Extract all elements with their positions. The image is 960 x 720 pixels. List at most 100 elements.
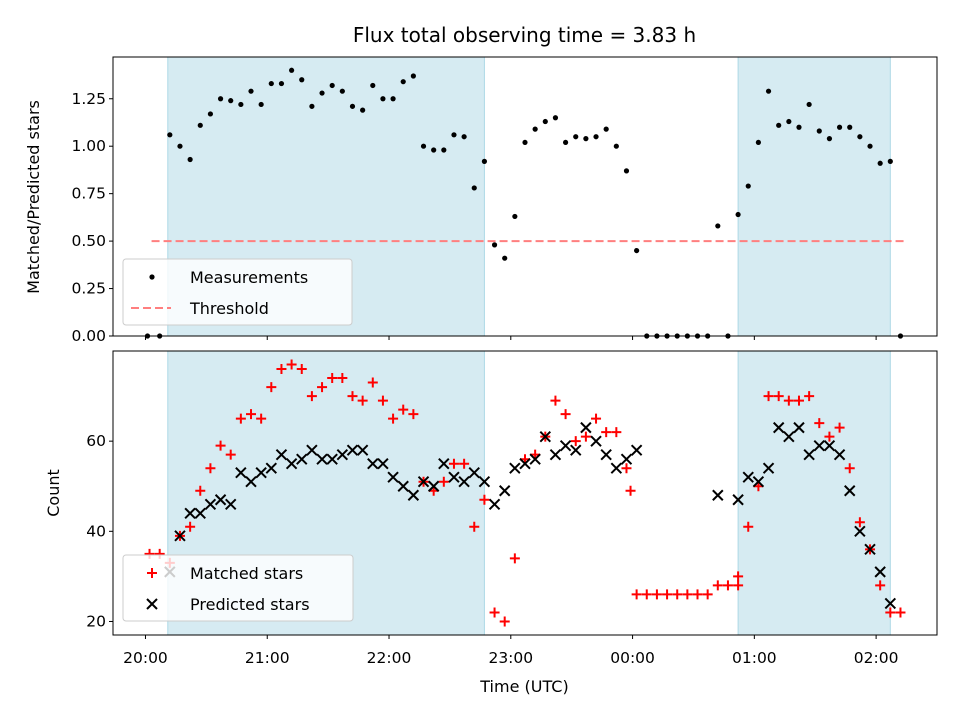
matched-star-point <box>763 391 774 402</box>
matched-star-point <box>479 494 490 505</box>
measurement-point <box>167 132 173 138</box>
y-tick-label: 60 <box>86 432 106 450</box>
predicted-star-point <box>539 430 552 443</box>
x-tick-label: 21:00 <box>245 649 290 667</box>
predicted-star-point <box>529 453 541 465</box>
matched-star-point <box>459 458 470 469</box>
matched-star-point <box>296 364 307 375</box>
predicted-star-point <box>255 467 267 479</box>
predicted-star-point <box>285 457 298 470</box>
predicted-star-point <box>214 494 227 506</box>
measurement-point <box>735 211 741 218</box>
axes-frame <box>112 350 938 636</box>
measurement-point <box>278 80 285 87</box>
predicted-star-point <box>265 462 278 474</box>
matched-star-point <box>398 404 409 415</box>
matched-star-point <box>875 580 886 591</box>
matched-star-point <box>824 431 835 442</box>
measurement-point <box>502 255 508 261</box>
measurement-point <box>319 90 325 96</box>
matched-star-point <box>560 409 571 420</box>
x-tick-label: 23:00 <box>488 649 533 667</box>
matched-star-point <box>631 589 642 600</box>
measurement-point <box>593 134 599 140</box>
matched-star-point <box>743 521 754 532</box>
matched-star-point <box>246 409 257 420</box>
predicted-star-point <box>590 435 602 447</box>
measurement-point <box>532 126 538 132</box>
bottom-axes: 20 40 60 20:00 21:00 22:00 23:00 00:00 01:00 02:0… <box>86 350 938 667</box>
predicted-star-point <box>438 457 450 470</box>
predicted-star-point <box>235 467 247 479</box>
measurement-point <box>542 118 548 125</box>
predicted-star-point <box>174 530 186 542</box>
predicted-star-point <box>793 421 805 434</box>
predicted-star-point <box>336 448 349 461</box>
matched-star-point <box>773 391 784 402</box>
legend-label: Measurements <box>190 268 308 287</box>
measurement-point <box>786 118 792 125</box>
predicted-star-point <box>367 457 379 470</box>
matched-star-point <box>388 413 399 424</box>
measurement-point <box>816 128 822 134</box>
measurement-point <box>755 139 761 146</box>
y-tick-label: 1.00 <box>71 137 106 155</box>
matched-star-point <box>327 373 338 384</box>
predicted-star-point <box>275 448 288 461</box>
predicted-star-point <box>823 439 836 452</box>
matched-star-point <box>814 418 825 429</box>
predicted-star-point <box>204 498 217 510</box>
matched-star-point <box>722 580 733 591</box>
matched-star-point <box>276 364 287 375</box>
legend-marker-matched <box>147 568 157 578</box>
measurement-point <box>238 101 244 108</box>
measurement-point <box>765 88 772 94</box>
predicted-star-point <box>803 448 815 461</box>
matched-star-point <box>185 521 196 532</box>
shaded-interval <box>737 350 891 636</box>
matched-star-point <box>580 431 591 442</box>
matched-star-point <box>712 580 723 591</box>
matched-star-point <box>702 589 713 600</box>
matched-star-point <box>317 382 328 393</box>
predicted-star-point <box>712 489 724 501</box>
measurement-point <box>228 98 234 104</box>
matched-star-point <box>256 413 267 424</box>
matched-star-point <box>195 485 206 496</box>
matched-star-point <box>672 589 683 600</box>
predicted-star-point <box>854 525 866 538</box>
matched-star-point <box>235 413 246 424</box>
measurement-point <box>826 136 833 142</box>
measurement-point <box>441 147 447 153</box>
predicted-star-point <box>468 467 480 479</box>
matched-star-point <box>357 395 368 406</box>
measurement-point <box>745 183 751 189</box>
matched-star-point <box>651 589 662 600</box>
measurement-point <box>177 143 183 149</box>
measurement-point <box>390 96 396 102</box>
legend-box <box>122 554 354 622</box>
measurement-point <box>431 147 437 153</box>
measurement-point <box>299 77 305 83</box>
y-tick-label: 0.25 <box>71 280 106 298</box>
measurement-point <box>207 111 214 117</box>
measurement-point <box>339 88 345 94</box>
matched-star-point <box>682 589 693 600</box>
measurement-point <box>847 124 853 130</box>
measurement-point <box>309 103 315 109</box>
measurement-point <box>522 139 528 146</box>
matched-star-point <box>489 607 500 618</box>
legend-label: Threshold <box>189 299 269 318</box>
predicted-star-point <box>549 448 562 461</box>
matched-star-point <box>733 571 744 582</box>
measurement-point <box>552 115 559 121</box>
x-tick-label: 00:00 <box>610 649 655 667</box>
x-tick-label: 02:00 <box>854 649 899 667</box>
x-tick-label: 01:00 <box>732 649 777 667</box>
measurement-point <box>603 126 609 132</box>
top-axes: 0.00 0.25 0.50 0.75 1.00 1.25 Measurements Thre… <box>71 56 938 345</box>
measurement-point <box>360 107 366 113</box>
measurement-point <box>217 96 224 102</box>
matched-star-point <box>570 436 581 447</box>
predicted-star-point <box>326 453 338 465</box>
